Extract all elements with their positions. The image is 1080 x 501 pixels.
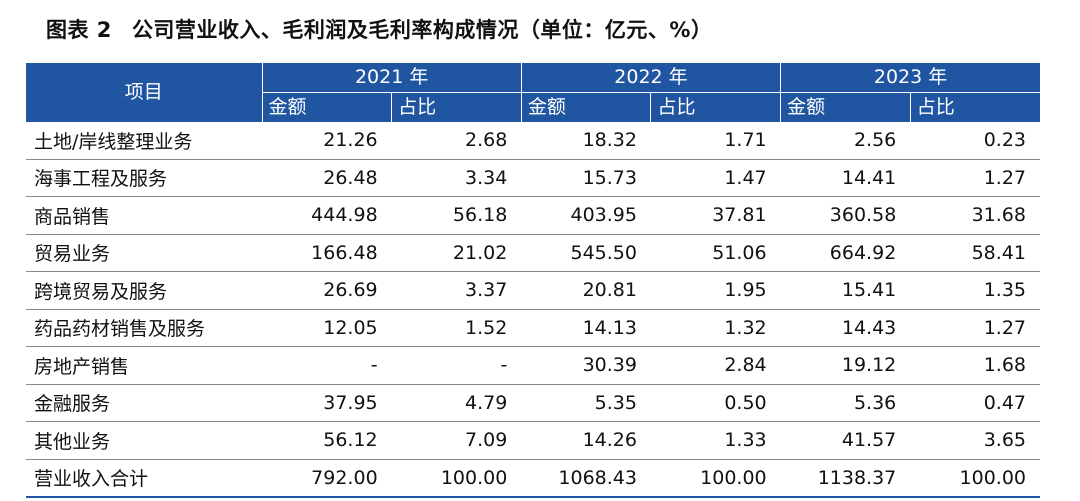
item-header: 项目 bbox=[26, 63, 262, 122]
figure-title: 图表 2 公司营业收入、毛利润及毛利率构成情况（单位：亿元、%） bbox=[46, 14, 712, 44]
table-cell: 7.09 bbox=[391, 421, 522, 460]
table-cell: 1068.43 bbox=[521, 459, 651, 498]
table-cell: 58.41 bbox=[910, 234, 1040, 272]
table-cell: 792.00 bbox=[262, 459, 392, 498]
table-cell: 1.35 bbox=[910, 271, 1040, 310]
table-cell: 14.41 bbox=[780, 159, 911, 197]
table-cell: 100.00 bbox=[910, 459, 1040, 498]
table-body: 土地/岸线整理业务 21.26 2.68 18.32 1.71 2.56 0.23 海事工程及… bbox=[26, 122, 1040, 498]
sub-header-amount-2023: 金额 bbox=[780, 92, 911, 122]
table-cell: 0.47 bbox=[910, 384, 1040, 422]
table-cell: 1.27 bbox=[910, 159, 1040, 197]
row-label: 药品药材销售及服务 bbox=[26, 309, 262, 347]
table-cell: 18.32 bbox=[521, 122, 651, 160]
row-label: 商品销售 bbox=[26, 196, 262, 235]
table-cell: 2.68 bbox=[391, 122, 522, 160]
table-cell: 26.48 bbox=[262, 159, 392, 197]
sub-header-amount-2022: 金额 bbox=[520, 92, 651, 122]
year-header-2021: 2021 年 bbox=[261, 63, 522, 93]
table-cell: 1.47 bbox=[650, 159, 781, 197]
table-cell: 0.50 bbox=[650, 384, 781, 422]
table-cell: 1.27 bbox=[910, 309, 1040, 347]
table-cell: 100.00 bbox=[391, 459, 522, 498]
table-cell: 12.05 bbox=[262, 309, 392, 347]
table-cell: 26.69 bbox=[262, 271, 392, 310]
revenue-table: 项目 2021 年 2022 年 2023 年 金额 占比 金额 占比 金额 占… bbox=[26, 63, 1040, 498]
table-cell: 30.39 bbox=[521, 346, 651, 385]
table-cell: - bbox=[262, 346, 392, 385]
row-label: 金融服务 bbox=[26, 384, 262, 422]
table-cell: 444.98 bbox=[262, 196, 392, 235]
table-cell: 664.92 bbox=[780, 234, 911, 272]
table-cell: 15.73 bbox=[521, 159, 651, 197]
table-row: 跨境贸易及服务 26.69 3.37 20.81 1.95 15.41 1.35 bbox=[26, 271, 1040, 310]
table-cell: 4.79 bbox=[391, 384, 522, 422]
table-cell: 37.95 bbox=[262, 384, 392, 422]
table-cell: 100.00 bbox=[650, 459, 781, 498]
table-cell: 2.84 bbox=[650, 346, 781, 385]
table-cell: 3.37 bbox=[391, 271, 522, 310]
table-cell: 1.32 bbox=[650, 309, 781, 347]
table-cell: 41.57 bbox=[780, 421, 911, 460]
year-header-2023: 2023 年 bbox=[780, 63, 1040, 93]
table-cell: 20.81 bbox=[521, 271, 651, 310]
table-cell: 1.95 bbox=[650, 271, 781, 310]
table-cell: 5.35 bbox=[521, 384, 651, 422]
table-row: 房地产销售 - -30.39 2.84 19.12 1.68 bbox=[26, 346, 1040, 385]
table-row: 营业收入合计 792.00 100.00 1068.43 100.00 1138.37 10… bbox=[26, 459, 1040, 498]
table-cell: 37.81 bbox=[650, 196, 781, 235]
figure-caption: 公司营业收入、毛利润及毛利率构成情况（单位：亿元、%） bbox=[131, 18, 713, 42]
sub-header-share-2023: 占比 bbox=[909, 92, 1040, 122]
table-cell: 1138.37 bbox=[780, 459, 911, 498]
table-cell: 31.68 bbox=[910, 196, 1040, 235]
table-cell: 21.02 bbox=[391, 234, 522, 272]
table-cell: 5.36 bbox=[780, 384, 911, 422]
table-header: 项目 2021 年 2022 年 2023 年 金额 占比 金额 占比 金额 占… bbox=[26, 63, 1040, 122]
table-cell: 21.26 bbox=[262, 122, 392, 160]
row-label: 房地产销售 bbox=[26, 346, 262, 385]
table-cell: 56.12 bbox=[262, 421, 392, 460]
table-cell: 0.23 bbox=[910, 122, 1040, 160]
table-cell: 51.06 bbox=[650, 234, 781, 272]
sub-header-share-2022: 占比 bbox=[650, 92, 781, 122]
table-cell: 15.41 bbox=[780, 271, 911, 310]
table-cell: 166.48 bbox=[262, 234, 392, 272]
row-label: 跨境贸易及服务 bbox=[26, 271, 262, 310]
sub-header-share-2021: 占比 bbox=[391, 92, 522, 122]
table-row: 商品销售 444.98 56.18 403.95 37.81 360.58 31.68 bbox=[26, 196, 1040, 235]
table-cell: 3.65 bbox=[910, 421, 1040, 460]
table-cell: 56.18 bbox=[391, 196, 522, 235]
table-cell: - bbox=[391, 346, 522, 385]
figure-label: 图表 2 bbox=[46, 18, 112, 42]
table-row: 药品药材销售及服务 12.05 1.52 14.13 1.32 14.43 1.27 bbox=[26, 309, 1040, 347]
table-cell: 14.43 bbox=[780, 309, 911, 347]
table-cell: 14.13 bbox=[521, 309, 651, 347]
table-row: 金融服务 37.95 4.79 5.35 0.50 5.36 0.47 bbox=[26, 384, 1040, 422]
table-cell: 3.34 bbox=[391, 159, 522, 197]
table-cell: 1.33 bbox=[650, 421, 781, 460]
table-cell: 403.95 bbox=[521, 196, 651, 235]
table-cell: 1.68 bbox=[910, 346, 1040, 385]
row-label: 贸易业务 bbox=[26, 234, 262, 272]
table-cell: 2.56 bbox=[780, 122, 911, 160]
table-row: 海事工程及服务 26.48 3.34 15.73 1.47 14.41 1.27 bbox=[26, 159, 1040, 197]
table-row: 其他业务 56.12 7.09 14.26 1.33 41.57 3.65 bbox=[26, 421, 1040, 460]
row-label: 海事工程及服务 bbox=[26, 159, 262, 197]
row-label: 其他业务 bbox=[26, 421, 262, 460]
table-row: 土地/岸线整理业务 21.26 2.68 18.32 1.71 2.56 0.23 bbox=[26, 122, 1040, 160]
table-cell: 1.71 bbox=[650, 122, 781, 160]
table-cell: 545.50 bbox=[521, 234, 651, 272]
row-label: 营业收入合计 bbox=[26, 459, 262, 498]
sub-header-amount-2021: 金额 bbox=[261, 92, 392, 122]
table-row: 贸易业务 166.48 21.02 545.50 51.06 664.92 58.41 bbox=[26, 234, 1040, 272]
table-cell: 360.58 bbox=[780, 196, 911, 235]
row-label: 土地/岸线整理业务 bbox=[26, 122, 262, 160]
year-header-2022: 2022 年 bbox=[520, 63, 781, 93]
table-cell: 14.26 bbox=[521, 421, 651, 460]
table-cell: 19.12 bbox=[780, 346, 911, 385]
table-cell: 1.52 bbox=[391, 309, 522, 347]
